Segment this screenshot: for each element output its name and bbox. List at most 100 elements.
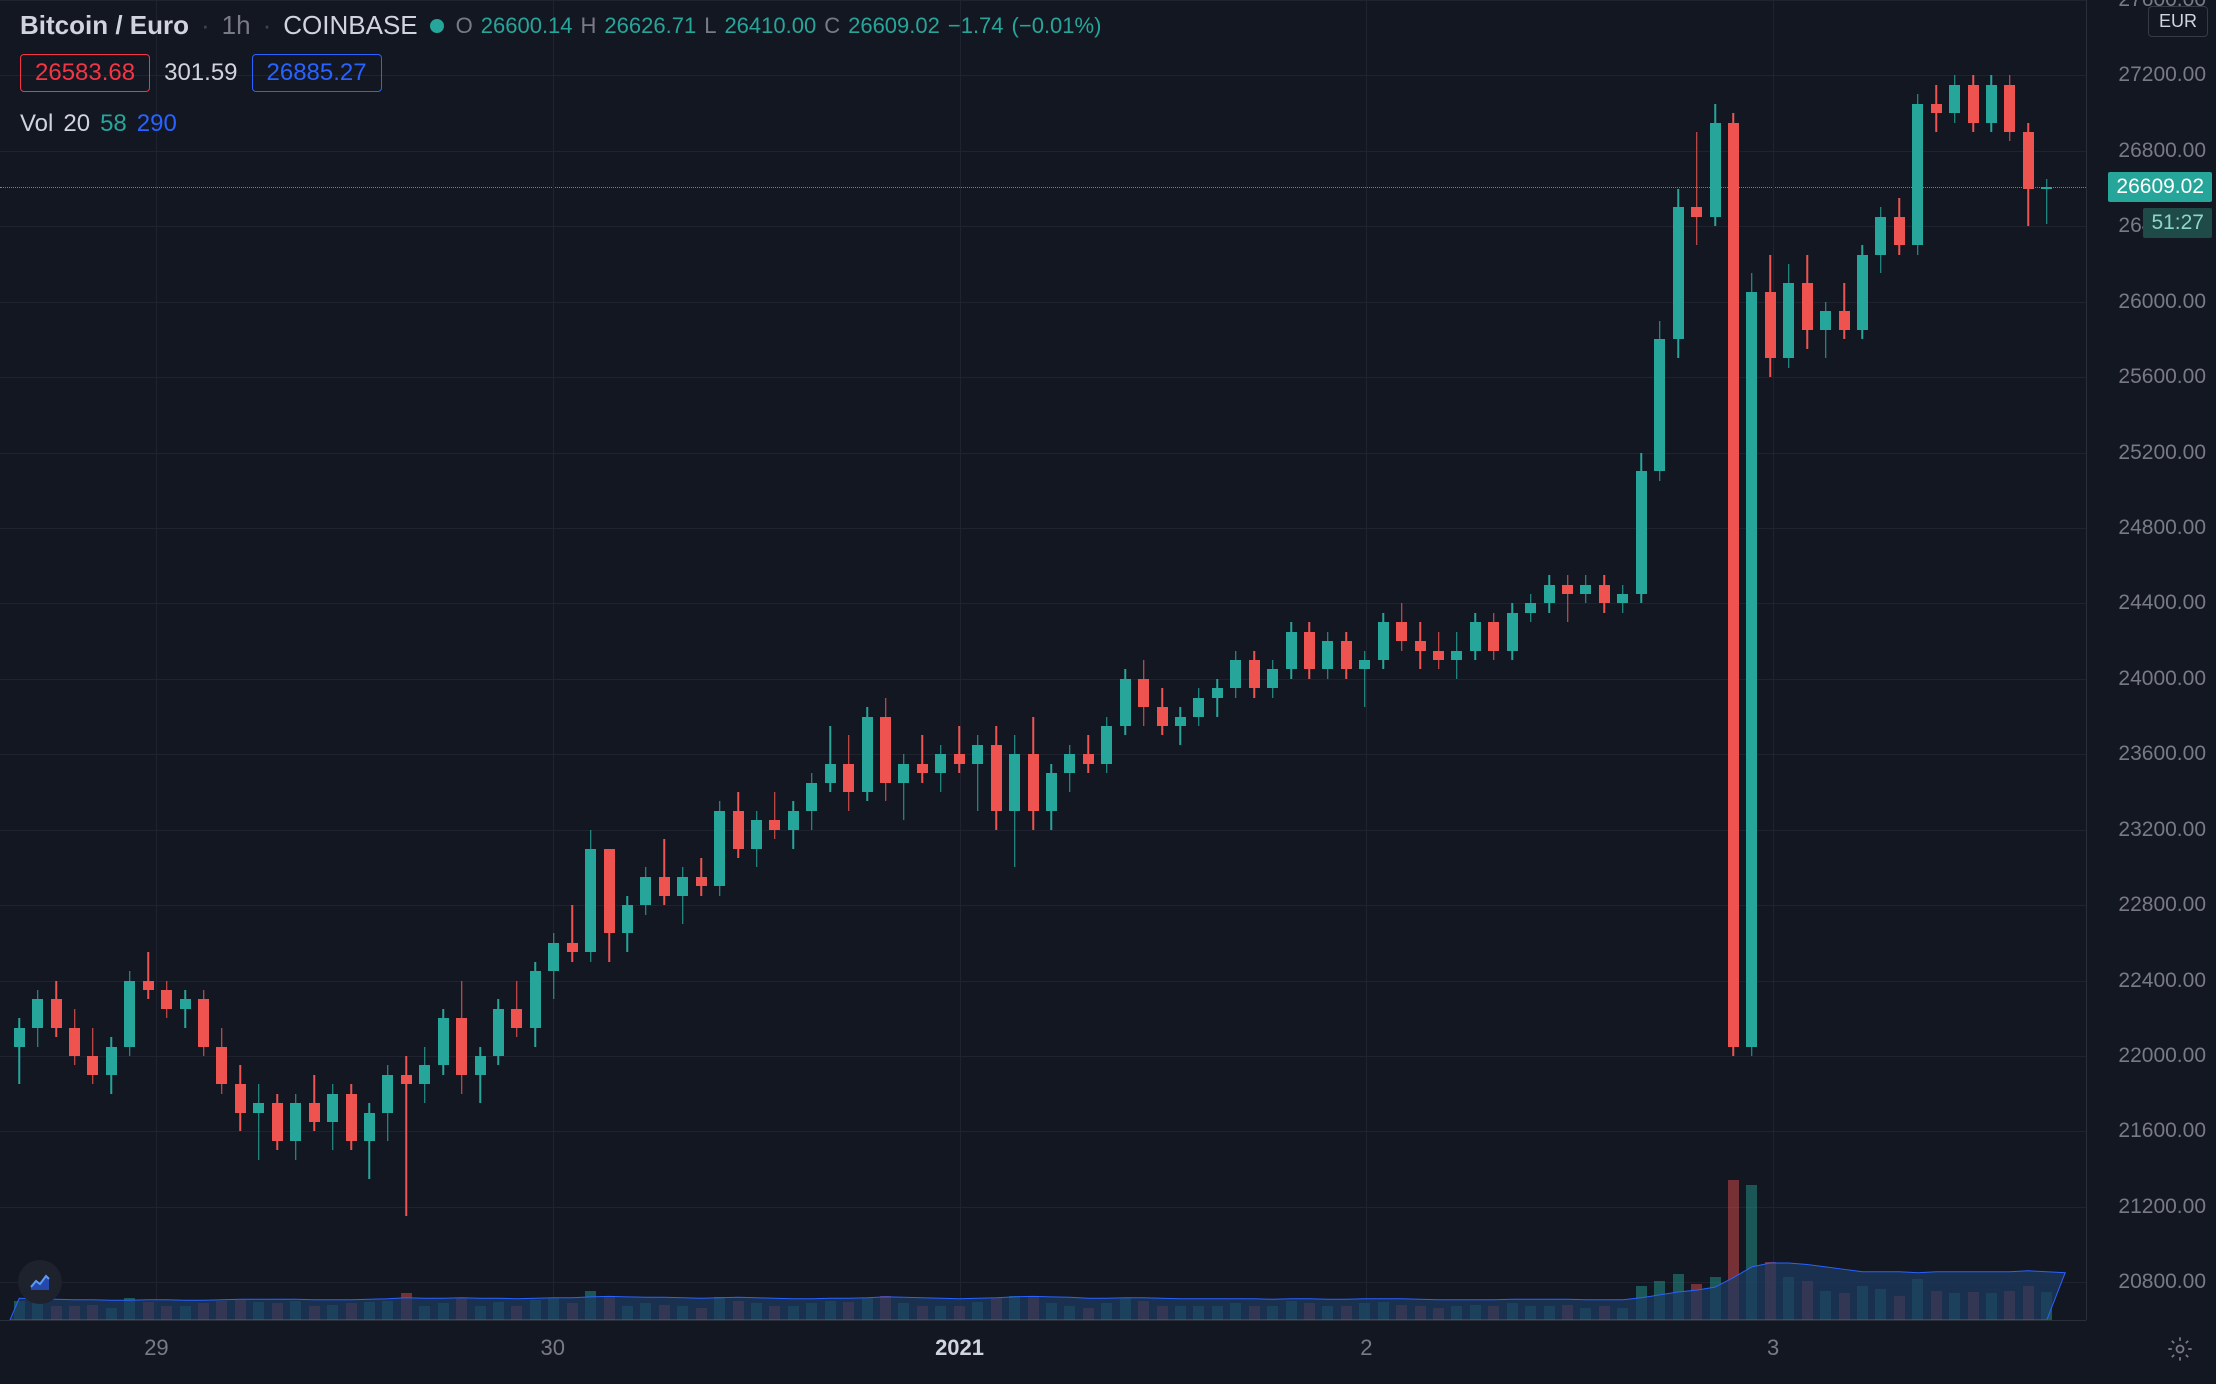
- candle[interactable]: [1175, 0, 1186, 1320]
- currency-badge[interactable]: EUR: [2148, 6, 2208, 37]
- candle[interactable]: [180, 0, 191, 1320]
- candle[interactable]: [1415, 0, 1426, 1320]
- candle[interactable]: [1765, 0, 1776, 1320]
- candle[interactable]: [604, 0, 615, 1320]
- candle[interactable]: [2041, 0, 2052, 1320]
- candle[interactable]: [51, 0, 62, 1320]
- candle[interactable]: [788, 0, 799, 1320]
- candle[interactable]: [290, 0, 301, 1320]
- candle[interactable]: [1691, 0, 1702, 1320]
- candle[interactable]: [1507, 0, 1518, 1320]
- candle[interactable]: [346, 0, 357, 1320]
- candle[interactable]: [1654, 0, 1665, 1320]
- candle[interactable]: [1525, 0, 1536, 1320]
- candle[interactable]: [1783, 0, 1794, 1320]
- candle[interactable]: [1802, 0, 1813, 1320]
- candle[interactable]: [1710, 0, 1721, 1320]
- candle[interactable]: [1839, 0, 1850, 1320]
- candle[interactable]: [1009, 0, 1020, 1320]
- candle[interactable]: [1820, 0, 1831, 1320]
- candle[interactable]: [530, 0, 541, 1320]
- candle[interactable]: [1286, 0, 1297, 1320]
- candle[interactable]: [1304, 0, 1315, 1320]
- candle[interactable]: [1433, 0, 1444, 1320]
- candle[interactable]: [972, 0, 983, 1320]
- candle[interactable]: [640, 0, 651, 1320]
- candle[interactable]: [32, 0, 43, 1320]
- candle[interactable]: [419, 0, 430, 1320]
- candle[interactable]: [106, 0, 117, 1320]
- candle[interactable]: [1046, 0, 1057, 1320]
- candle[interactable]: [1580, 0, 1591, 1320]
- candle[interactable]: [309, 0, 320, 1320]
- candle[interactable]: [1028, 0, 1039, 1320]
- candle[interactable]: [1451, 0, 1462, 1320]
- candle[interactable]: [843, 0, 854, 1320]
- ask-box[interactable]: 26885.27: [252, 54, 382, 92]
- candle[interactable]: [2004, 0, 2015, 1320]
- candle[interactable]: [548, 0, 559, 1320]
- candle[interactable]: [382, 0, 393, 1320]
- candle[interactable]: [1267, 0, 1278, 1320]
- candle[interactable]: [677, 0, 688, 1320]
- candle[interactable]: [1488, 0, 1499, 1320]
- candle[interactable]: [124, 0, 135, 1320]
- candle[interactable]: [1230, 0, 1241, 1320]
- candle[interactable]: [1359, 0, 1370, 1320]
- candle[interactable]: [585, 0, 596, 1320]
- candle[interactable]: [1949, 0, 1960, 1320]
- y-axis[interactable]: 27600.0027200.0026800.0026400.0026000.00…: [2086, 0, 2216, 1320]
- candle[interactable]: [862, 0, 873, 1320]
- candle[interactable]: [475, 0, 486, 1320]
- candle[interactable]: [1396, 0, 1407, 1320]
- chart-style-button[interactable]: [18, 1260, 62, 1304]
- interval-label[interactable]: 1h: [222, 10, 251, 41]
- candle[interactable]: [1931, 0, 1942, 1320]
- candle[interactable]: [935, 0, 946, 1320]
- candle[interactable]: [438, 0, 449, 1320]
- candle[interactable]: [751, 0, 762, 1320]
- chart-area[interactable]: [0, 0, 2086, 1320]
- settings-button[interactable]: [2166, 1335, 2194, 1368]
- candle[interactable]: [622, 0, 633, 1320]
- candle[interactable]: [143, 0, 154, 1320]
- candle[interactable]: [1193, 0, 1204, 1320]
- candle[interactable]: [69, 0, 80, 1320]
- candle[interactable]: [1083, 0, 1094, 1320]
- candle[interactable]: [1968, 0, 1979, 1320]
- candle[interactable]: [1378, 0, 1389, 1320]
- candle[interactable]: [714, 0, 725, 1320]
- candle[interactable]: [1894, 0, 1905, 1320]
- candle[interactable]: [493, 0, 504, 1320]
- candle[interactable]: [567, 0, 578, 1320]
- candle[interactable]: [511, 0, 522, 1320]
- candle[interactable]: [1746, 0, 1757, 1320]
- bid-box[interactable]: 26583.68: [20, 54, 150, 92]
- symbol-title[interactable]: Bitcoin / Euro: [20, 10, 189, 41]
- candle[interactable]: [898, 0, 909, 1320]
- candle[interactable]: [401, 0, 412, 1320]
- candle[interactable]: [825, 0, 836, 1320]
- candle[interactable]: [327, 0, 338, 1320]
- candle[interactable]: [272, 0, 283, 1320]
- candle[interactable]: [1157, 0, 1168, 1320]
- candle[interactable]: [1912, 0, 1923, 1320]
- candle[interactable]: [1617, 0, 1628, 1320]
- candle[interactable]: [733, 0, 744, 1320]
- candle[interactable]: [806, 0, 817, 1320]
- candle[interactable]: [87, 0, 98, 1320]
- candle[interactable]: [198, 0, 209, 1320]
- candle[interactable]: [1875, 0, 1886, 1320]
- candle[interactable]: [1544, 0, 1555, 1320]
- candle[interactable]: [14, 0, 25, 1320]
- candle[interactable]: [1857, 0, 1868, 1320]
- candle[interactable]: [1599, 0, 1610, 1320]
- candle[interactable]: [364, 0, 375, 1320]
- candle[interactable]: [659, 0, 670, 1320]
- candle[interactable]: [253, 0, 264, 1320]
- candle[interactable]: [1986, 0, 1997, 1320]
- candle[interactable]: [1212, 0, 1223, 1320]
- candle[interactable]: [880, 0, 891, 1320]
- candle[interactable]: [1728, 0, 1739, 1320]
- candle[interactable]: [1101, 0, 1112, 1320]
